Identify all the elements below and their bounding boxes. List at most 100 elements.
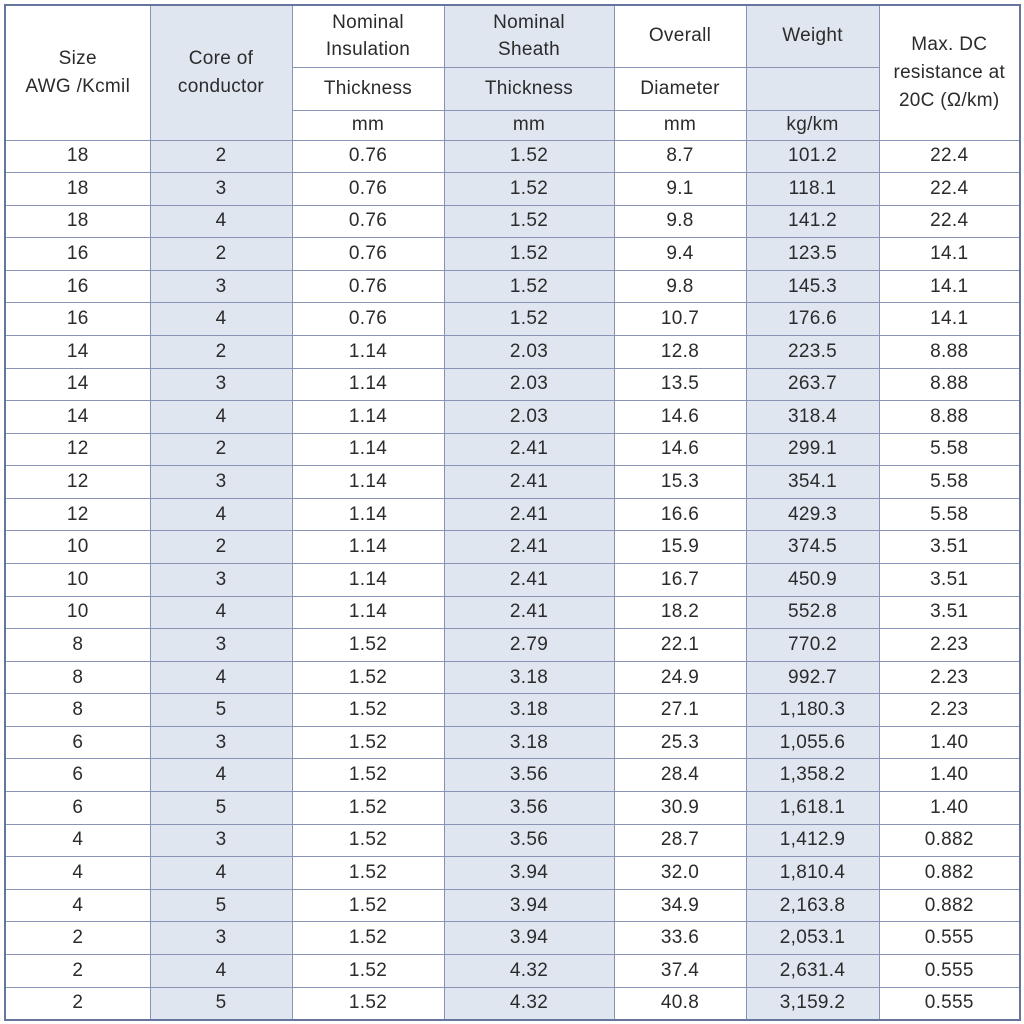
cell-resistance: 22.4: [878, 139, 1021, 174]
cell-size: 8: [4, 660, 151, 695]
cell-core-count: 2: [149, 334, 293, 369]
cell-weight: 1,055.6: [745, 725, 880, 760]
table-row: 12 4 1.14 2.41 16.6 429.3 5.58: [4, 497, 1021, 532]
cell-size: 4: [4, 856, 151, 890]
cell-core-count: 3: [149, 269, 293, 304]
cell-resistance: 0.882: [878, 823, 1021, 858]
cell-overall-diameter: 16.6: [613, 497, 747, 532]
cell-insulation-thickness: 0.76: [291, 172, 445, 206]
table-row: 18 3 0.76 1.52 9.1 118.1 22.4: [4, 172, 1021, 206]
cell-overall-diameter: 40.8: [613, 986, 747, 1021]
cell-insulation-thickness: 1.52: [291, 758, 445, 793]
cell-sheath-thickness: 3.56: [443, 823, 615, 858]
table-row: 8 5 1.52 3.18 27.1 1,180.3 2.23: [4, 693, 1021, 727]
header-weight-sub: [745, 66, 880, 111]
cell-overall-diameter: 33.6: [613, 921, 747, 955]
cell-insulation-thickness: 1.52: [291, 823, 445, 858]
cell-size: 10: [4, 530, 151, 565]
cell-core-count: 5: [149, 986, 293, 1021]
cell-size: 10: [4, 595, 151, 630]
cell-size: 4: [4, 823, 151, 858]
table-row: 4 5 1.52 3.94 34.9 2,163.8 0.882: [4, 888, 1021, 923]
cell-weight: 1,358.2: [745, 758, 880, 793]
cell-overall-diameter: 14.6: [613, 400, 747, 434]
cell-weight: 176.6: [745, 302, 880, 336]
cell-sheath-thickness: 1.52: [443, 172, 615, 206]
cell-resistance: 5.58: [878, 432, 1021, 467]
cell-sheath-thickness: 2.03: [443, 367, 615, 402]
cell-overall-diameter: 37.4: [613, 953, 747, 988]
cell-resistance: 14.1: [878, 302, 1021, 336]
cell-weight: 429.3: [745, 497, 880, 532]
header-sheath-sub: Thickness: [443, 66, 615, 111]
cell-resistance: 8.88: [878, 334, 1021, 369]
cell-resistance: 3.51: [878, 595, 1021, 630]
cell-core-count: 4: [149, 302, 293, 336]
cell-size: 16: [4, 237, 151, 271]
cell-overall-diameter: 9.8: [613, 269, 747, 304]
cell-core-count: 3: [149, 465, 293, 499]
cable-spec-table: Size AWG /Kcmil Core of conductor Nomina…: [4, 4, 1021, 1021]
cell-weight: 141.2: [745, 204, 880, 239]
cell-insulation-thickness: 1.52: [291, 856, 445, 890]
cell-insulation-thickness: 1.52: [291, 986, 445, 1021]
cell-insulation-thickness: 1.14: [291, 367, 445, 402]
table-row: 18 2 0.76 1.52 8.7 101.2 22.4: [4, 139, 1021, 174]
cell-insulation-thickness: 0.76: [291, 237, 445, 271]
cell-weight: 1,412.9: [745, 823, 880, 858]
cell-sheath-thickness: 2.41: [443, 497, 615, 532]
cell-sheath-thickness: 2.03: [443, 400, 615, 434]
cell-resistance: 22.4: [878, 204, 1021, 239]
cell-insulation-thickness: 1.52: [291, 693, 445, 727]
table-row: 10 4 1.14 2.41 18.2 552.8 3.51: [4, 595, 1021, 630]
cell-insulation-thickness: 1.14: [291, 497, 445, 532]
cell-weight: 123.5: [745, 237, 880, 271]
cell-resistance: 0.555: [878, 953, 1021, 988]
cell-resistance: 5.58: [878, 465, 1021, 499]
cell-insulation-thickness: 1.14: [291, 465, 445, 499]
cell-core-count: 4: [149, 856, 293, 890]
cell-overall-diameter: 22.1: [613, 628, 747, 662]
table-row: 2 4 1.52 4.32 37.4 2,631.4 0.555: [4, 953, 1021, 988]
cell-overall-diameter: 28.4: [613, 758, 747, 793]
cell-weight: 770.2: [745, 628, 880, 662]
cell-core-count: 3: [149, 725, 293, 760]
header-core: Core of conductor: [149, 4, 293, 141]
cell-sheath-thickness: 3.94: [443, 888, 615, 923]
table-row: 16 2 0.76 1.52 9.4 123.5 14.1: [4, 237, 1021, 271]
cell-size: 14: [4, 334, 151, 369]
table-row: 6 5 1.52 3.56 30.9 1,618.1 1.40: [4, 791, 1021, 825]
cell-resistance: 1.40: [878, 758, 1021, 793]
cell-sheath-thickness: 3.18: [443, 725, 615, 760]
cell-core-count: 3: [149, 172, 293, 206]
cell-resistance: 2.23: [878, 660, 1021, 695]
cell-size: 14: [4, 367, 151, 402]
cell-sheath-thickness: 3.94: [443, 856, 615, 890]
cell-weight: 318.4: [745, 400, 880, 434]
cell-size: 6: [4, 791, 151, 825]
cell-core-count: 3: [149, 367, 293, 402]
header-overall-group: Overall: [613, 4, 747, 68]
cell-size: 8: [4, 693, 151, 727]
cell-sheath-thickness: 2.41: [443, 432, 615, 467]
cell-core-count: 3: [149, 921, 293, 955]
table-row: 6 4 1.52 3.56 28.4 1,358.2 1.40: [4, 758, 1021, 793]
cell-core-count: 3: [149, 563, 293, 597]
cell-insulation-thickness: 1.14: [291, 334, 445, 369]
cell-overall-diameter: 9.1: [613, 172, 747, 206]
cell-size: 2: [4, 921, 151, 955]
header-insulation-sub: Thickness: [291, 66, 445, 111]
cell-size: 16: [4, 302, 151, 336]
cell-insulation-thickness: 1.52: [291, 921, 445, 955]
cell-core-count: 4: [149, 400, 293, 434]
cell-resistance: 0.882: [878, 856, 1021, 890]
cell-sheath-thickness: 2.41: [443, 465, 615, 499]
cell-insulation-thickness: 1.14: [291, 595, 445, 630]
cell-size: 18: [4, 172, 151, 206]
table-row: 2 3 1.52 3.94 33.6 2,053.1 0.555: [4, 921, 1021, 955]
table-row: 10 2 1.14 2.41 15.9 374.5 3.51: [4, 530, 1021, 565]
cell-overall-diameter: 9.4: [613, 237, 747, 271]
cell-resistance: 8.88: [878, 400, 1021, 434]
cell-core-count: 4: [149, 758, 293, 793]
